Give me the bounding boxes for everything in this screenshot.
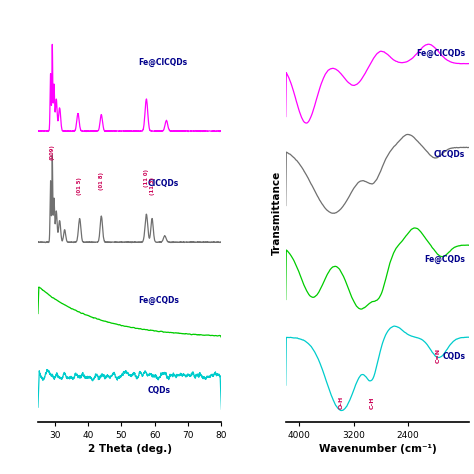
Text: Fe@CQDs: Fe@CQDs xyxy=(138,296,179,305)
Text: Fe@ClCQDs: Fe@ClCQDs xyxy=(138,58,187,67)
Text: C-H: C-H xyxy=(370,397,374,410)
Text: CQDs: CQDs xyxy=(148,386,171,395)
X-axis label: Wavenumber (cm⁻¹): Wavenumber (cm⁻¹) xyxy=(319,444,437,454)
Text: O-H: O-H xyxy=(339,396,344,410)
Text: Fe@ClCQDs: Fe@ClCQDs xyxy=(416,48,465,58)
Text: CQDs: CQDs xyxy=(442,352,465,361)
Text: Fe@CQDs: Fe@CQDs xyxy=(424,255,465,264)
Text: ClCQDs: ClCQDs xyxy=(434,150,465,159)
Text: ClCQDs: ClCQDs xyxy=(148,179,179,188)
Y-axis label: Transmittance: Transmittance xyxy=(272,171,282,255)
Text: (01 5): (01 5) xyxy=(77,177,82,195)
X-axis label: 2 Theta (deg.): 2 Theta (deg.) xyxy=(88,444,172,454)
Text: C=N: C=N xyxy=(436,348,440,363)
Text: (11 3): (11 3) xyxy=(150,177,155,195)
Text: (01 8): (01 8) xyxy=(99,173,104,190)
Text: (11 0): (11 0) xyxy=(144,169,149,187)
Text: (009): (009) xyxy=(49,144,54,160)
